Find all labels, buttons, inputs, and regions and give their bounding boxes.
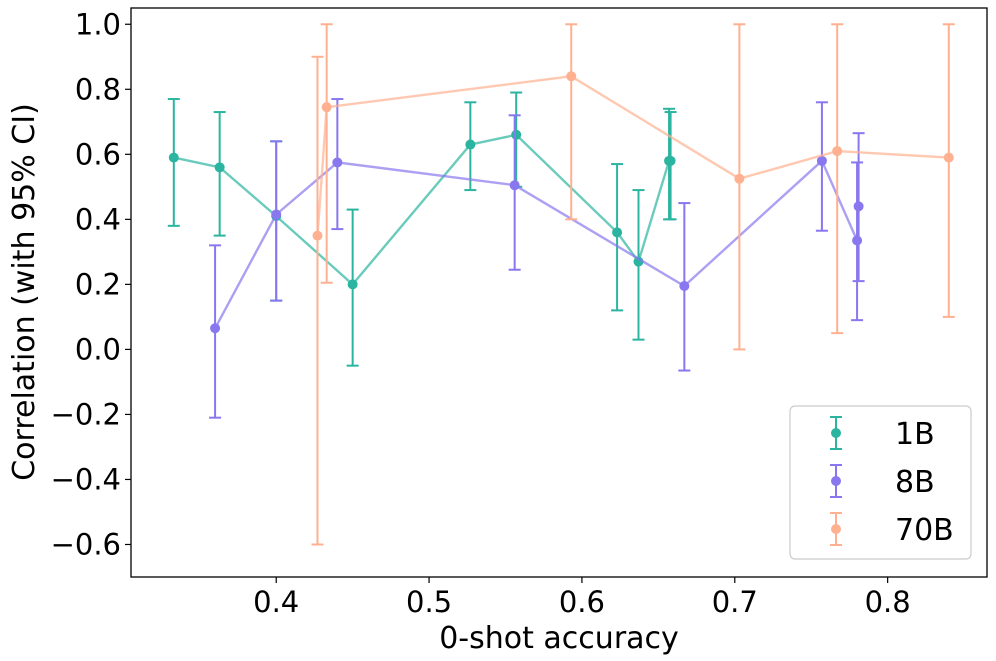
data-point: [465, 139, 476, 150]
data-point: [312, 230, 323, 241]
x-tick-label: 0.6: [559, 585, 605, 619]
data-point: [332, 157, 343, 168]
series-line: [173, 133, 671, 287]
y-tick-label: −0.4: [51, 462, 121, 496]
legend-marker: [831, 524, 841, 534]
y-tick-label: 0.8: [75, 72, 121, 106]
data-point: [509, 180, 520, 191]
series-line: [316, 75, 949, 236]
data-point: [612, 227, 623, 238]
legend: 1B 8B 70B: [789, 405, 972, 560]
data-point: [943, 152, 954, 163]
series-70B: [311, 23, 955, 546]
legend-label: 8B: [895, 465, 935, 500]
legend-entry-8B: 8B: [830, 464, 935, 500]
y-tick-label: 1.0: [75, 7, 121, 41]
series-line: [214, 158, 860, 329]
x-tick-label: 0.7: [712, 585, 758, 619]
data-point: [214, 162, 225, 173]
data-point: [566, 71, 577, 82]
y-tick-label: 0.4: [75, 202, 121, 236]
data-point: [816, 155, 827, 166]
data-point: [271, 209, 282, 220]
plot-area: [167, 23, 955, 546]
y-tick-label: −0.2: [51, 397, 121, 431]
y-axis-label: Correlation (with 95% CI): [7, 103, 42, 481]
x-axis-label: 0-shot accuracy: [439, 621, 679, 656]
x-tick-label: 0.8: [865, 585, 911, 619]
y-tick-label: 0.2: [75, 267, 121, 301]
data-point: [168, 152, 179, 163]
data-point: [665, 155, 676, 166]
legend-label: 70B: [895, 513, 954, 548]
data-point: [852, 235, 863, 246]
y-tick-label: −0.6: [51, 527, 121, 561]
y-tick-label: 0.6: [75, 137, 121, 171]
x-tick-label: 0.4: [253, 585, 299, 619]
data-point: [832, 146, 843, 157]
data-point: [511, 129, 522, 140]
data-point: [734, 173, 745, 184]
legend-marker: [831, 476, 841, 486]
axes: 0.4 0.5 0.6 0.7 0.8 −0.6 −0.4 −0.2 0.0 0.2 0.4 0.6 0…: [51, 7, 911, 619]
data-point: [679, 280, 690, 291]
data-point: [210, 323, 221, 334]
y-tick-label: 0.0: [75, 332, 121, 366]
legend-entry-1B: 1B: [830, 416, 935, 452]
series-8B: [209, 98, 865, 419]
plot-frame: [130, 7, 988, 578]
x-tick-label: 0.5: [406, 585, 452, 619]
legend-label: 1B: [895, 417, 935, 452]
data-point: [347, 279, 358, 290]
data-point: [853, 201, 864, 212]
legend-entry-70B: 70B: [830, 512, 954, 548]
data-point: [321, 102, 332, 113]
legend-marker: [831, 428, 841, 438]
